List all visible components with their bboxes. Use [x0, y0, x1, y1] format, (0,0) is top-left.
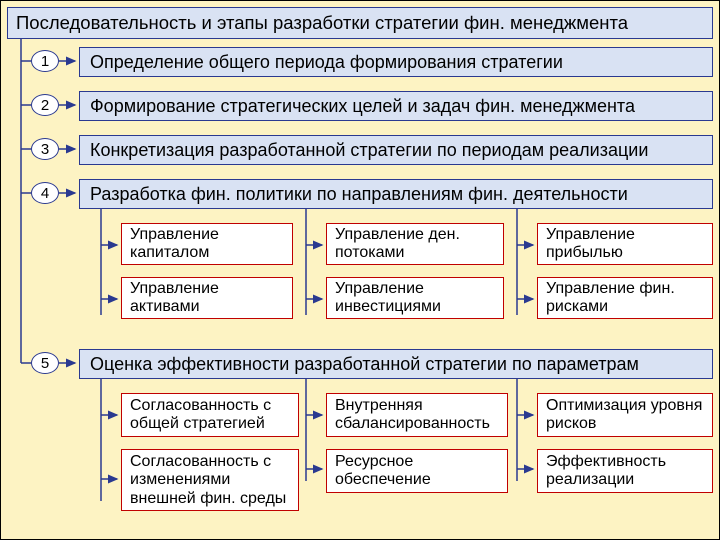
sub-label: Управление ден. потоками	[335, 226, 495, 263]
step-num-label: 5	[41, 355, 49, 372]
step-label: Формирование стратегических целей и зада…	[90, 96, 635, 117]
sub-label: Согласованность с общей стратегией	[130, 397, 290, 434]
sub5-box: Согласованность с изменениями внешней фи…	[121, 449, 299, 511]
sub-label: Оптимизация уровня рисков	[546, 397, 704, 434]
step-number-5: 5	[31, 352, 59, 374]
step-box-3: Конкретизация разработанной стратегии по…	[79, 135, 713, 165]
diagram-canvas: Последовательность и этапы разработки ст…	[0, 0, 720, 540]
step-number-2: 2	[31, 94, 59, 116]
step-num-label: 4	[41, 185, 49, 202]
sub-label: Ресурсное обеспечение	[335, 453, 499, 490]
sub-label: Внутренняя сбалансированность	[335, 397, 499, 434]
sub5-box: Согласованность с общей стратегией	[121, 393, 299, 437]
step-box-1: Определение общего периода формирования …	[79, 47, 713, 77]
sub-label: Управление активами	[130, 280, 284, 317]
step-box-2: Формирование стратегических целей и зада…	[79, 91, 713, 121]
sub5-box: Внутренняя сбалансированность	[326, 393, 508, 437]
title-text: Последовательность и этапы разработки ст…	[16, 12, 628, 34]
step-number-3: 3	[31, 138, 59, 160]
sub-label: Согласованность с изменениями внешней фи…	[130, 453, 290, 508]
sub4-box: Управление фин. рисками	[537, 277, 713, 319]
sub-label: Управление прибылью	[546, 226, 704, 263]
sub4-box: Управление прибылью	[537, 223, 713, 265]
title-box: Последовательность и этапы разработки ст…	[7, 7, 713, 39]
step-label: Конкретизация разработанной стратегии по…	[90, 140, 648, 161]
step-box-5: Оценка эффективности разработанной страт…	[79, 349, 713, 379]
step-box-4: Разработка фин. политики по направлениям…	[79, 179, 713, 209]
sub5-box: Эффективность реализации	[537, 449, 713, 493]
sub4-box: Управление инвестициями	[326, 277, 504, 319]
step-num-label: 2	[41, 97, 49, 114]
sub4-box: Управление ден. потоками	[326, 223, 504, 265]
step-number-4: 4	[31, 182, 59, 204]
sub-label: Управление инвестициями	[335, 280, 495, 317]
step-number-1: 1	[31, 50, 59, 72]
sub-label: Эффективность реализации	[546, 453, 704, 490]
sub4-box: Управление активами	[121, 277, 293, 319]
step-label: Определение общего периода формирования …	[90, 52, 563, 73]
sub4-box: Управление капиталом	[121, 223, 293, 265]
sub5-box: Ресурсное обеспечение	[326, 449, 508, 493]
step-label: Разработка фин. политики по направлениям…	[90, 184, 628, 205]
sub-label: Управление фин. рисками	[546, 280, 704, 317]
step-label: Оценка эффективности разработанной страт…	[90, 354, 639, 375]
sub5-box: Оптимизация уровня рисков	[537, 393, 713, 437]
sub-label: Управление капиталом	[130, 226, 284, 263]
step-num-label: 1	[41, 53, 49, 70]
step-num-label: 3	[41, 141, 49, 158]
